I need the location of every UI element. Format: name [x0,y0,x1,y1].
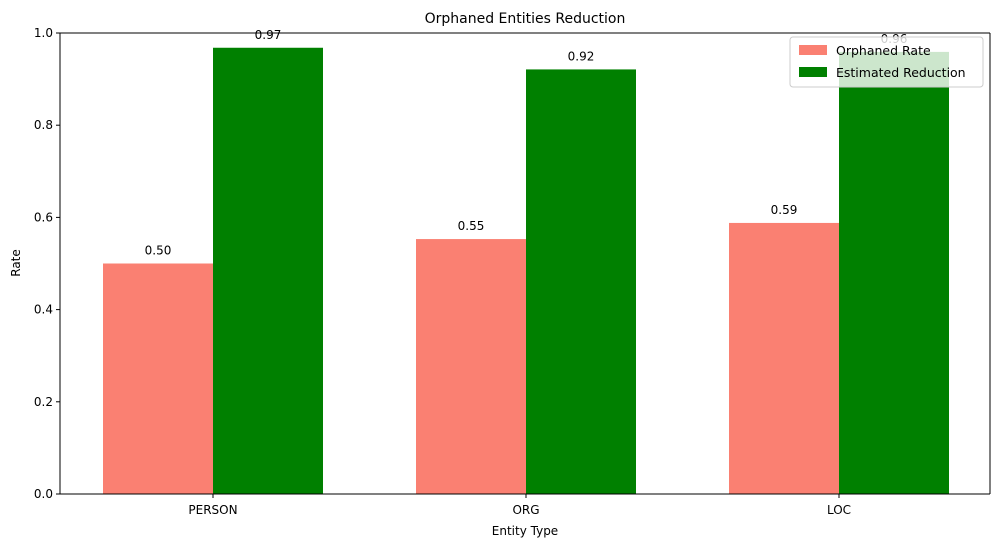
plot-area: 0.500.550.590.970.920.960.00.20.40.60.81… [34,26,991,517]
x-tick-label: LOC [827,503,851,517]
y-tick-label: 0.4 [34,303,53,317]
data-label: 0.92 [568,49,595,63]
bar-estimated-reduction-loc [839,51,949,494]
bar-orphaned-rate-loc [729,222,839,494]
legend: Orphaned Rate Estimated Reduction [789,36,984,88]
bar-estimated-reduction-person [213,47,323,494]
x-tick-label: PERSON [188,503,237,517]
y-tick-label: 0.0 [34,487,53,501]
legend-swatch [799,45,827,55]
y-axis-label: Rate [9,249,23,277]
y-tick-label: 0.2 [34,395,53,409]
data-label: 0.59 [771,203,798,217]
legend-swatch [799,67,827,77]
legend-box [789,36,984,88]
data-label: 0.97 [255,28,282,42]
data-label: 0.50 [145,244,172,258]
data-label: 0.55 [458,219,485,233]
y-tick-label: 0.8 [34,118,53,132]
legend-entry: Estimated Reduction [836,65,966,80]
legend-entry: Orphaned Rate [836,43,931,58]
x-tick-label: ORG [512,503,539,517]
x-axis-label: Entity Type [492,524,558,538]
bar-estimated-reduction-org [526,69,636,494]
bar-orphaned-rate-org [416,239,526,494]
y-tick-label: 1.0 [34,26,53,40]
bar-orphaned-rate-person [103,263,213,494]
chart-title: Orphaned Entities Reduction [425,11,626,27]
y-tick-label: 0.6 [34,210,53,224]
